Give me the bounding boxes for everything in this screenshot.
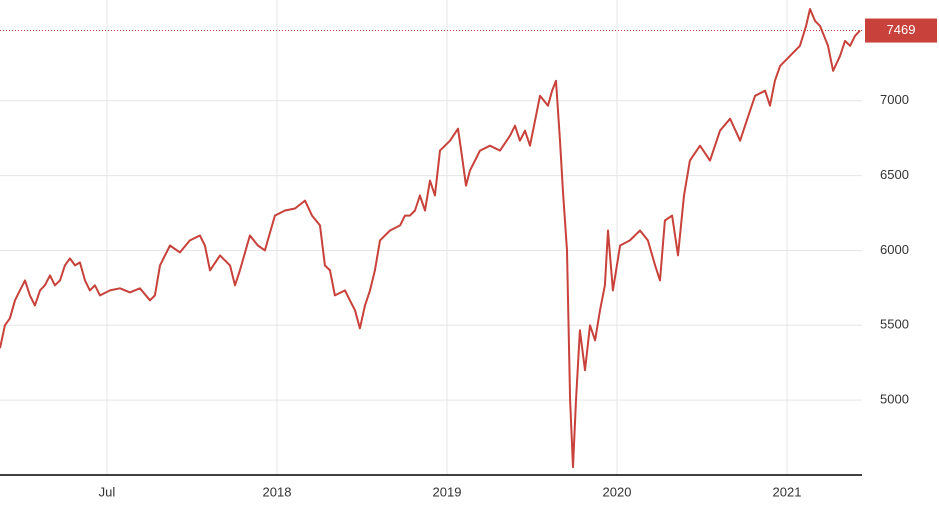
line-series <box>0 8 861 469</box>
x-tick-label: Jul <box>99 484 116 499</box>
y-tick-label: 5000 <box>880 392 909 407</box>
x-tick-label: 2018 <box>263 484 292 499</box>
last-value-label: 7469 <box>887 22 916 37</box>
y-tick-label: 5500 <box>880 317 909 332</box>
y-tick-label: 6000 <box>880 242 909 257</box>
y-tick-label: 6500 <box>880 167 909 182</box>
x-tick-label: 2021 <box>773 484 802 499</box>
x-tick-label: 2019 <box>433 484 462 499</box>
x-tick-label: 2020 <box>603 484 632 499</box>
last-value-box <box>865 18 937 43</box>
y-tick-label: 7000 <box>880 92 909 107</box>
